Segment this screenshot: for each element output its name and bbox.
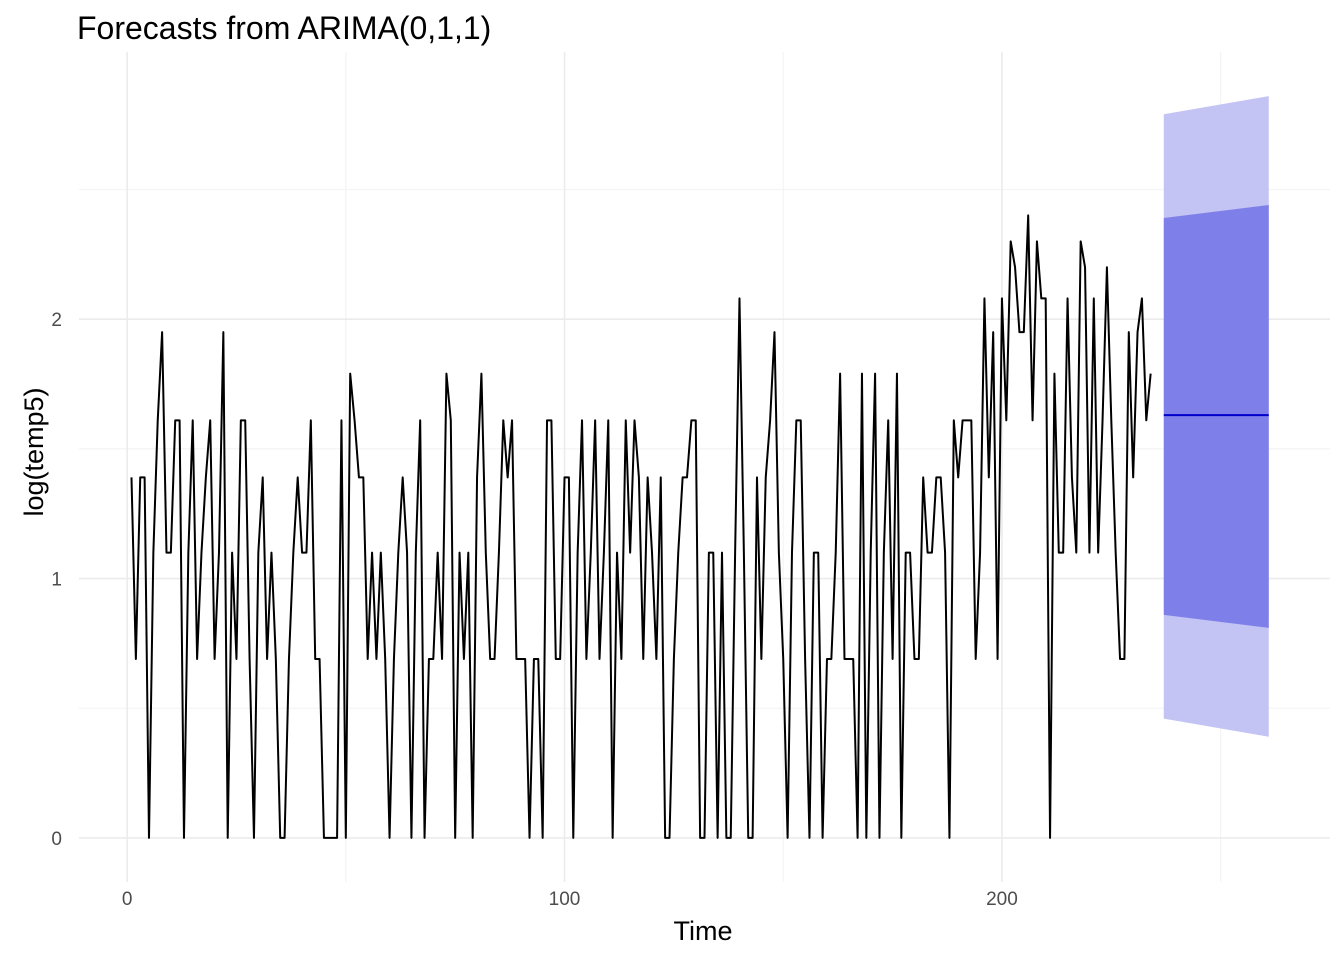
y-axis-label: log(temp5) — [19, 387, 49, 516]
x-tick-label: 100 — [549, 889, 581, 910]
forecast-band-80 — [1163, 205, 1269, 628]
tick-labels: 0 100 200 0 1 2 — [51, 310, 1017, 910]
chart-title: Forecasts from ARIMA(0,1,1) — [77, 10, 492, 46]
y-tick-label: 1 — [51, 570, 62, 591]
x-axis-label: Time — [674, 916, 733, 946]
series-lines — [130, 214, 1269, 839]
y-tick-label: 0 — [51, 829, 62, 850]
grid — [79, 52, 1330, 882]
observed-series-line — [130, 214, 1152, 839]
y-tick-label: 2 — [51, 310, 62, 331]
x-tick-label: 200 — [986, 889, 1018, 910]
forecast-bands — [1163, 96, 1269, 737]
x-tick-label: 0 — [122, 889, 133, 910]
